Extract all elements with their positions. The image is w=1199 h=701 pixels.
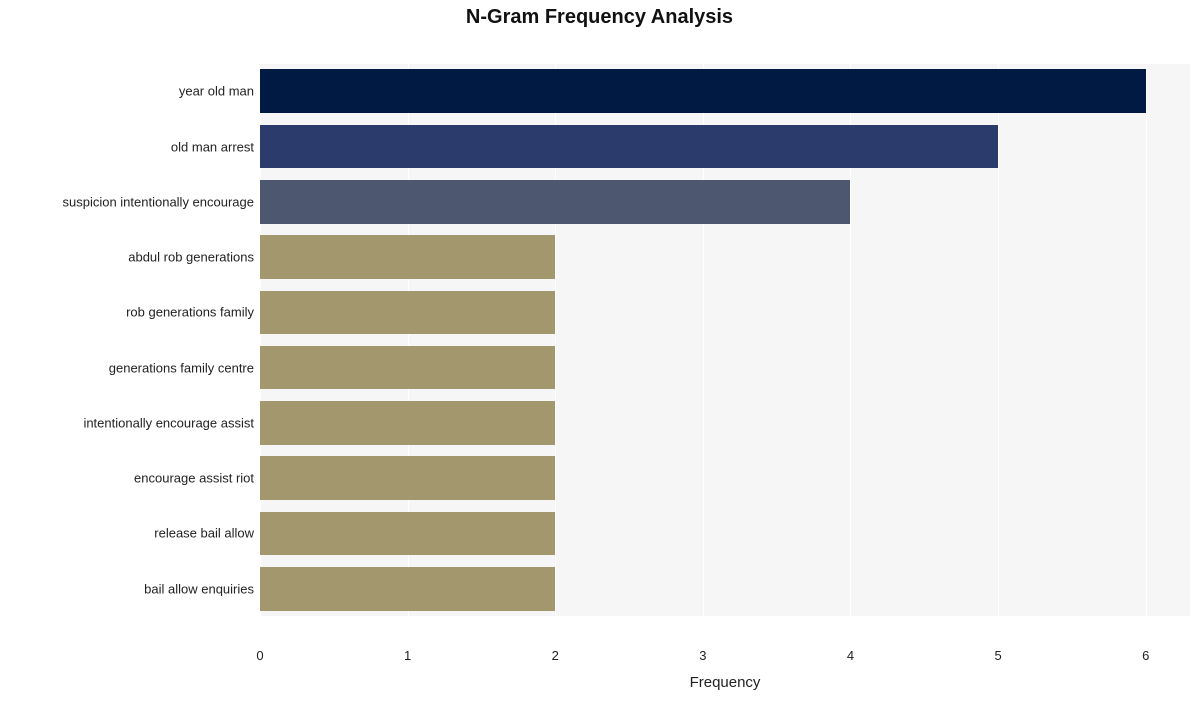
x-tick-label: 4 — [847, 648, 854, 663]
bar — [260, 346, 555, 390]
y-tick-label: abdul rob generations — [128, 250, 254, 265]
bar — [260, 567, 555, 611]
x-axis-title: Frequency — [690, 674, 761, 691]
bar — [260, 456, 555, 500]
gridline — [998, 36, 999, 644]
y-tick-label: intentionally encourage assist — [83, 415, 254, 430]
x-tick-label: 5 — [994, 648, 1001, 663]
bar — [260, 291, 555, 335]
bar — [260, 401, 555, 445]
x-tick-label: 1 — [404, 648, 411, 663]
bar — [260, 69, 1146, 113]
ngram-frequency-chart: N-Gram Frequency Analysis Frequency year… — [0, 0, 1199, 701]
gridline — [1146, 36, 1147, 644]
bar — [260, 235, 555, 279]
y-tick-label: year old man — [179, 84, 254, 99]
y-tick-label: encourage assist riot — [134, 471, 254, 486]
x-tick-label: 0 — [256, 648, 263, 663]
bar — [260, 125, 998, 169]
x-tick-label: 6 — [1142, 648, 1149, 663]
chart-title: N-Gram Frequency Analysis — [0, 6, 1199, 29]
plot-area: Frequency year old manold man arrestsusp… — [260, 36, 1190, 644]
y-tick-label: release bail allow — [154, 526, 254, 541]
y-tick-label: rob generations family — [126, 305, 254, 320]
x-tick-label: 3 — [699, 648, 706, 663]
y-tick-label: generations family centre — [109, 360, 254, 375]
x-tick-label: 2 — [552, 648, 559, 663]
y-tick-label: bail allow enquiries — [144, 581, 254, 596]
y-tick-label: old man arrest — [171, 139, 254, 154]
bar — [260, 180, 850, 224]
y-tick-label: suspicion intentionally encourage — [62, 194, 254, 209]
bar — [260, 512, 555, 556]
